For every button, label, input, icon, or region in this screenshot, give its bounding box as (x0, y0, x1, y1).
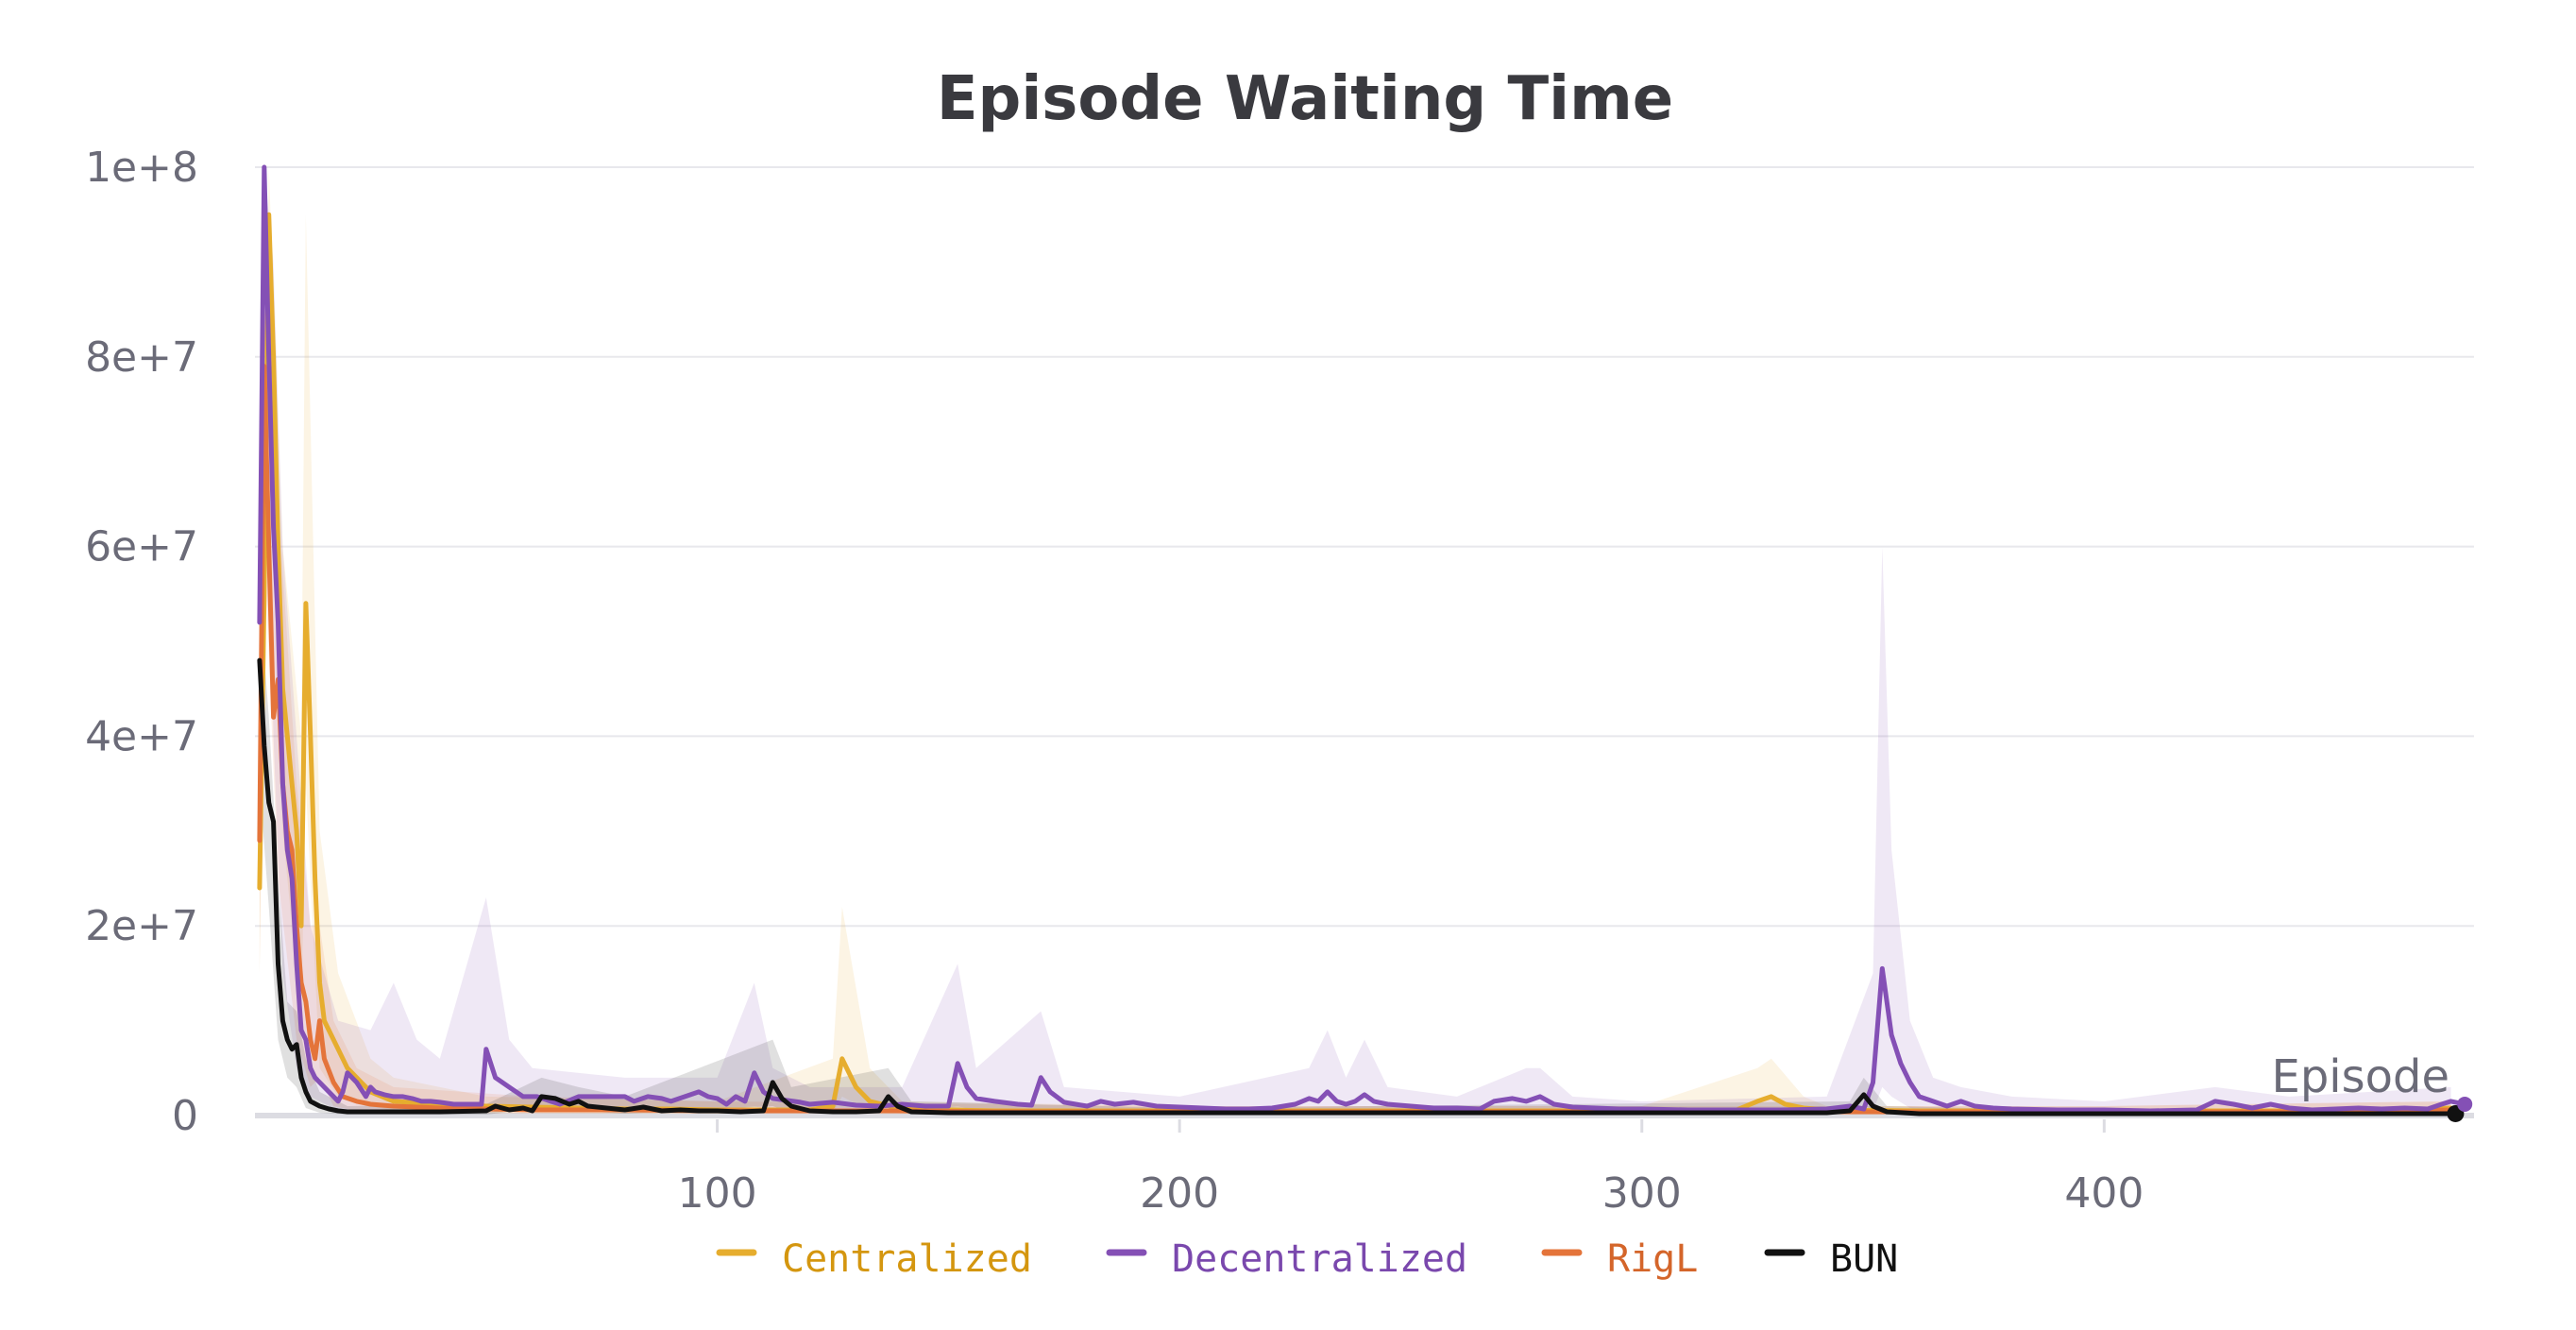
line-rigl (257, 364, 2453, 1115)
y-tick-label: 0 (172, 1092, 198, 1140)
chart-title: Episode Waiting Time (937, 64, 1673, 134)
legend-item-bun: BUN (1764, 1237, 1898, 1281)
confidence-bands (259, 167, 2456, 1116)
x-axis-ticks: 100 200 300 400 (678, 1119, 2144, 1218)
band-decentralized (259, 167, 2451, 1114)
grid (255, 166, 2474, 1118)
x-tick-label: 400 (2064, 1169, 2144, 1218)
legend-label-decentralized: Decentralized (1172, 1237, 1467, 1281)
legend-item-centralized: Centralized (716, 1237, 1032, 1281)
y-axis-ticks: 0 2e+7 4e+7 6e+7 8e+7 1e+8 (85, 144, 198, 1140)
x-axis-title: Episode (2271, 1050, 2449, 1103)
x-tick-label: 300 (1602, 1169, 1682, 1218)
legend: Centralized Decentralized RigL BUN (716, 1237, 1898, 1281)
legend-item-rigl: RigL (1541, 1237, 1698, 1281)
y-tick-label: 1e+8 (85, 144, 198, 192)
legend-label-rigl: RigL (1607, 1237, 1698, 1281)
legend-label-bun: BUN (1830, 1237, 1898, 1281)
x-tick-label: 200 (1140, 1169, 1219, 1218)
y-tick-label: 4e+7 (85, 712, 198, 760)
band-rigl (259, 214, 2451, 1115)
y-tick-label: 8e+7 (85, 333, 198, 382)
legend-item-decentralized: Decentralized (1106, 1237, 1467, 1281)
y-tick-label: 6e+7 (85, 523, 198, 571)
line-decentralized (257, 164, 2467, 1114)
line-centralized (257, 212, 2453, 1114)
series-lines (257, 164, 2473, 1122)
band-centralized (259, 167, 2451, 1114)
band-bun (259, 593, 2456, 1116)
x-tick-label: 100 (678, 1169, 757, 1218)
y-tick-label: 2e+7 (85, 902, 198, 950)
line-bun (257, 657, 2458, 1117)
legend-label-centralized: Centralized (782, 1237, 1032, 1281)
point-decentralized-last (2457, 1096, 2473, 1112)
